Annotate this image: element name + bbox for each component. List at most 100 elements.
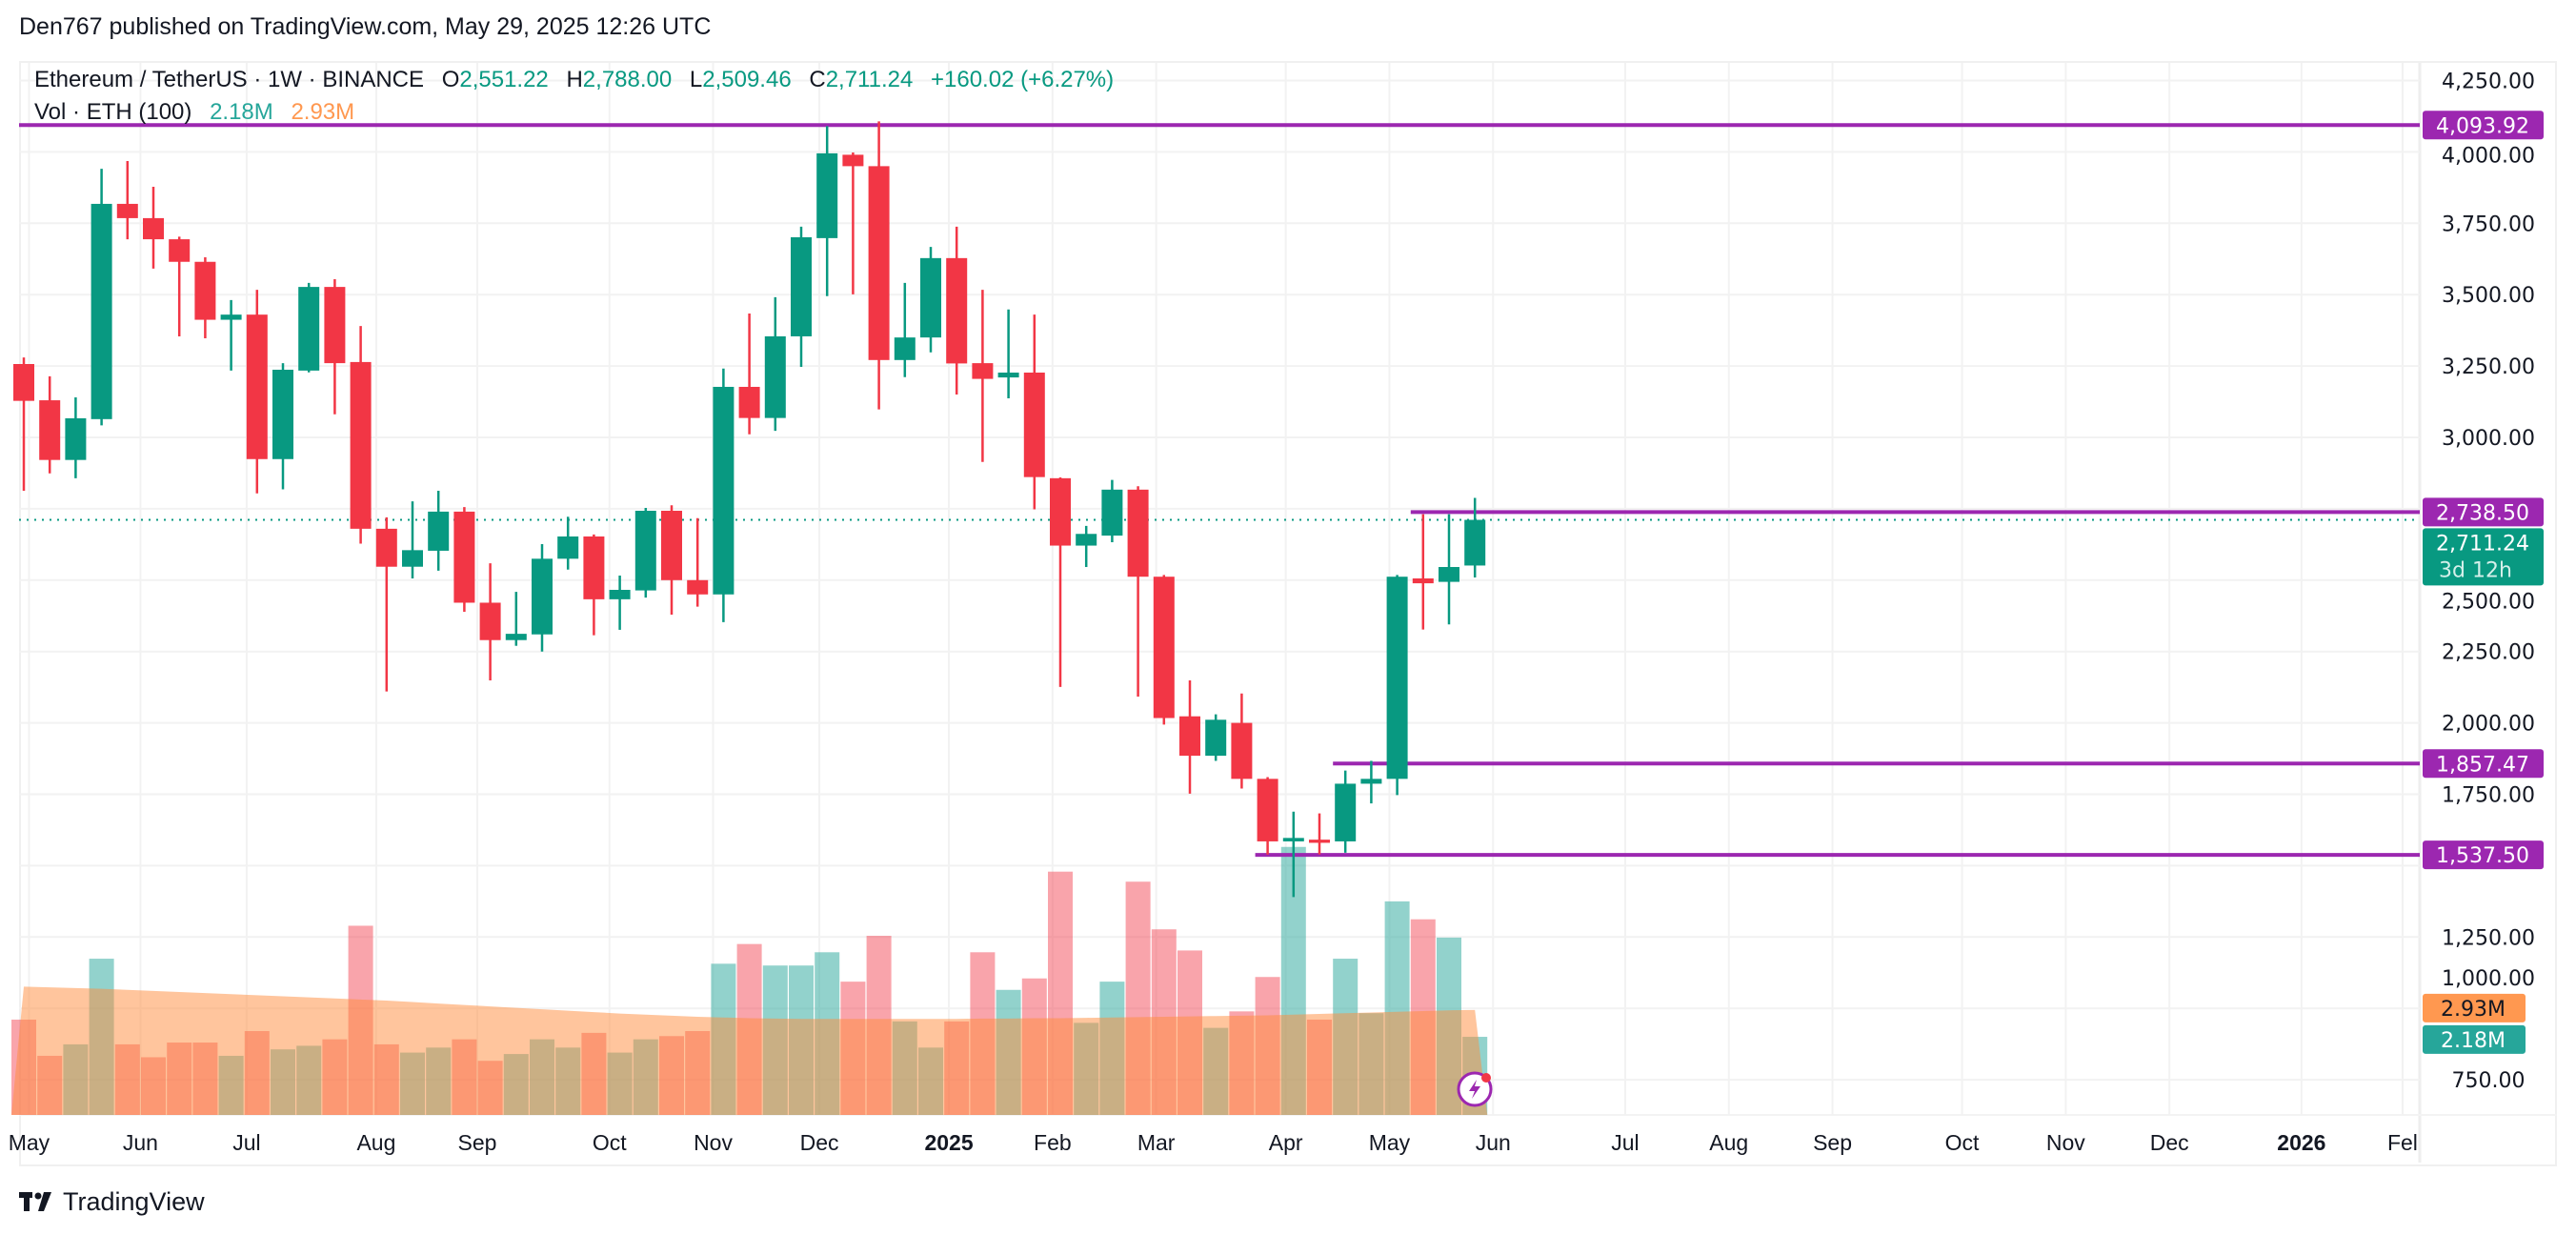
change-value: +160.02 (+6.27%) — [931, 67, 1115, 92]
candle-body — [1386, 577, 1408, 779]
price-tick-label: 2,250.00 — [2442, 641, 2535, 665]
time-tick-label: 2026 — [2277, 1130, 2325, 1155]
high-value: 2,788.00 — [582, 67, 673, 92]
candle-body — [738, 386, 760, 418]
candle — [116, 160, 138, 240]
candle-body — [169, 239, 191, 262]
tradingview-logo-icon — [19, 1191, 51, 1211]
candle — [868, 121, 890, 410]
price-tick-label: 4,000.00 — [2442, 144, 2535, 168]
candle-body — [920, 257, 941, 338]
footer-brand[interactable]: TradingView — [19, 1187, 205, 1217]
candle-body — [39, 400, 61, 460]
price-axis: 4,250.00 4,000.00 3,750.00 3,500.00 3,250.00… — [2442, 71, 2535, 1094]
candle — [764, 296, 786, 432]
volume-tag — [2423, 1024, 2526, 1054]
time-tick-label: Oct — [1945, 1130, 1980, 1155]
candle — [1282, 811, 1304, 898]
price-tick-label: 3,750.00 — [2442, 213, 2535, 236]
level-price-tag — [2423, 749, 2544, 779]
candle-body — [194, 261, 216, 320]
volume-ma-value: 2.93M — [291, 99, 355, 125]
time-tick-label: Oct — [593, 1130, 627, 1155]
candle-body — [350, 361, 372, 529]
candle — [791, 226, 812, 367]
candle-body — [972, 363, 994, 379]
candle-body — [1231, 722, 1253, 779]
lightning-icon[interactable] — [1457, 1071, 1493, 1107]
chart-frame — [19, 61, 2557, 1166]
candle — [1360, 760, 1382, 804]
time-tick-label: Dec — [800, 1130, 839, 1155]
candle — [1386, 575, 1408, 796]
candle-body — [246, 314, 268, 459]
time-tick-label: Fel — [2387, 1130, 2418, 1155]
candle-body — [842, 154, 864, 167]
time-tick-label: Apr — [1269, 1130, 1303, 1155]
time-tick-label: Jun — [1476, 1130, 1511, 1155]
price-tick-label: 1,250.00 — [2442, 926, 2535, 950]
candle — [894, 282, 916, 377]
candle — [634, 508, 656, 598]
time-tick-label: Mar — [1137, 1130, 1176, 1155]
volume-label[interactable]: Vol · ETH (100) — [34, 99, 192, 125]
candle-body — [713, 386, 735, 595]
symbol-legend: Ethereum / TetherUS · 1W · BINANCE O2,55… — [34, 67, 1114, 93]
time-tick-label: Aug — [356, 1130, 395, 1155]
candle-body — [661, 510, 682, 580]
candle — [738, 313, 760, 435]
price-tick-label: 2,500.00 — [2442, 590, 2535, 614]
candle — [375, 516, 397, 692]
candle — [1309, 813, 1330, 855]
candle — [713, 368, 735, 622]
level-price-tag — [2423, 111, 2544, 140]
candle-body — [298, 287, 320, 371]
candle — [1231, 693, 1253, 789]
candle — [65, 397, 87, 478]
candle — [557, 516, 579, 570]
candle-body — [375, 528, 397, 567]
price-tags: 4,093.92 2,738.50 1,857.47 1,537.50 2,711.24… — [2423, 111, 2544, 1054]
candle — [687, 517, 709, 607]
candle — [1412, 514, 1434, 630]
open-label: O — [441, 67, 460, 92]
candle-body — [1023, 372, 1045, 477]
candle — [609, 576, 631, 630]
candle-body — [609, 589, 631, 599]
low-value: 2,509.46 — [702, 67, 792, 92]
level-price-label: 2,738.50 — [2436, 501, 2529, 525]
candle — [505, 592, 527, 646]
volume-ma-tag — [2423, 993, 2526, 1022]
candle-body — [453, 511, 475, 603]
time-tick-label: May — [9, 1130, 50, 1155]
candle-body — [1179, 716, 1200, 757]
candle-body — [65, 417, 87, 460]
volume-ma-area — [11, 986, 1488, 1115]
candle — [428, 491, 450, 571]
candle — [453, 507, 475, 613]
candle — [532, 544, 553, 652]
volume-value: 2.18M — [210, 99, 273, 125]
low-label: L — [689, 67, 703, 92]
horizontal-levels — [19, 123, 2420, 858]
candle — [1179, 679, 1200, 794]
symbol-name[interactable]: Ethereum / TetherUS · 1W · BINANCE — [34, 67, 425, 92]
candle — [1257, 777, 1278, 855]
time-tick-label: Jul — [232, 1130, 260, 1155]
brand-name: TradingView — [63, 1187, 205, 1216]
price-tick-label: 2,000.00 — [2442, 713, 2535, 737]
candle-body — [1205, 719, 1227, 757]
candle-body — [894, 337, 916, 360]
time-tick-label: Aug — [1709, 1130, 1748, 1155]
price-tick-label: 1,750.00 — [2442, 784, 2535, 808]
candle — [1439, 514, 1459, 625]
candle — [13, 357, 34, 492]
candle-body — [1127, 489, 1149, 577]
time-axis: May Jun Jul Aug Sep Oct Nov Dec 2025 Feb Mar Apr May… — [9, 1130, 2418, 1155]
candle — [920, 247, 941, 353]
level-price-label: 1,857.47 — [2436, 753, 2529, 777]
candle-body — [1464, 519, 1486, 566]
volume-legend: Vol · ETH (100) 2.18M 2.93M — [34, 99, 354, 126]
price-tick-label: 3,500.00 — [2442, 284, 2535, 308]
